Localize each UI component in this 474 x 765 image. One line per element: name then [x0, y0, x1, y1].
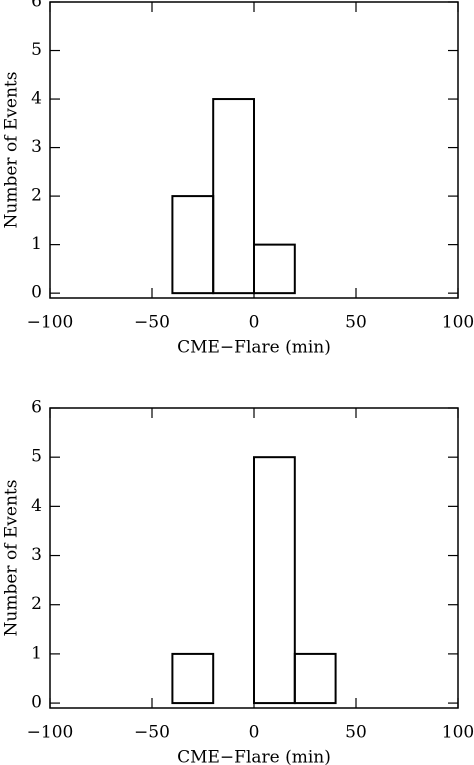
histogram-bar [171, 652, 215, 705]
histogram-bar [171, 195, 215, 295]
histogram-bar [253, 243, 296, 295]
y-tick-label: 6 [31, 398, 42, 418]
y-tick-label: 3 [31, 137, 42, 157]
histogram-bar [212, 98, 255, 295]
x-axis-label: CME−Flare (min) [177, 748, 331, 765]
y-tick-label: 1 [31, 643, 42, 663]
x-tick-label: −100 [27, 723, 74, 743]
y-tick-label: 0 [31, 283, 42, 303]
x-tick-label: 0 [249, 723, 260, 743]
x-tick-label: −100 [27, 313, 74, 333]
y-tick-label: 4 [31, 89, 42, 109]
y-tick-label: 6 [31, 0, 42, 12]
x-tick-label: 50 [345, 313, 367, 333]
x-tick-label: −50 [134, 723, 170, 743]
x-tick-label: 0 [249, 313, 260, 333]
x-tick-label: 50 [345, 723, 367, 743]
histogram-bar [253, 456, 296, 705]
x-tick-label: 100 [442, 723, 474, 743]
y-tick-label: 0 [31, 693, 42, 713]
x-axis-label: CME−Flare (min) [177, 338, 331, 358]
x-tick-label: 100 [442, 313, 474, 333]
y-tick-label: 1 [31, 234, 42, 254]
y-axis-label: Number of Events [2, 480, 22, 637]
y-axis-label: Number of Events [2, 72, 22, 229]
histogram-bar [293, 652, 337, 705]
y-tick-label: 2 [31, 594, 42, 614]
y-tick-label: 4 [31, 496, 42, 516]
y-tick-label: 5 [31, 40, 42, 60]
y-tick-label: 3 [31, 545, 42, 565]
y-tick-label: 2 [31, 186, 42, 206]
y-tick-label: 5 [31, 447, 42, 467]
x-tick-label: −50 [134, 313, 170, 333]
